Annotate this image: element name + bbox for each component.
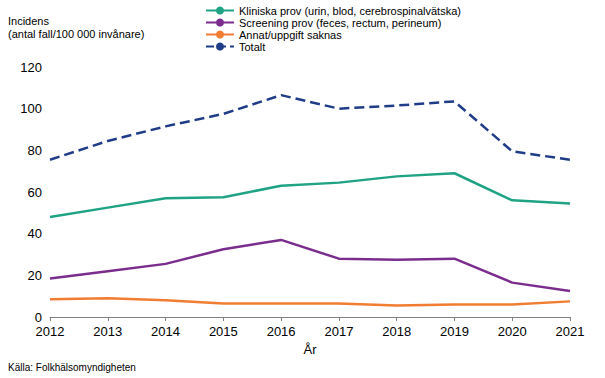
svg-text:År: År <box>304 342 318 357</box>
svg-text:120: 120 <box>20 60 42 75</box>
svg-text:40: 40 <box>28 226 42 241</box>
svg-text:Screening prov (feces, rectum,: Screening prov (feces, rectum, perineum) <box>239 17 441 29</box>
svg-text:0: 0 <box>35 310 42 325</box>
svg-text:20: 20 <box>28 268 42 283</box>
svg-text:2016: 2016 <box>267 324 296 339</box>
svg-text:2015: 2015 <box>209 324 238 339</box>
svg-text:2019: 2019 <box>440 324 469 339</box>
svg-text:Totalt: Totalt <box>239 41 265 53</box>
svg-text:Incidens: Incidens <box>8 15 49 27</box>
svg-text:60: 60 <box>28 185 42 200</box>
svg-text:2021: 2021 <box>556 324 585 339</box>
svg-text:Kliniska prov (urin, blod, cer: Kliniska prov (urin, blod, cerebrospinal… <box>239 5 461 17</box>
svg-text:80: 80 <box>28 143 42 158</box>
svg-text:Annat/uppgift saknas: Annat/uppgift saknas <box>239 29 342 41</box>
svg-text:2013: 2013 <box>93 324 122 339</box>
svg-text:100: 100 <box>20 101 42 116</box>
svg-text:2014: 2014 <box>151 324 180 339</box>
svg-text:(antal fall/100 000 invånare): (antal fall/100 000 invånare) <box>8 28 144 40</box>
svg-text:2018: 2018 <box>382 324 411 339</box>
svg-text:Källa: Folkhälsomyndigheten: Källa: Folkhälsomyndigheten <box>8 362 136 373</box>
svg-text:2017: 2017 <box>324 324 353 339</box>
svg-text:2012: 2012 <box>36 324 65 339</box>
svg-text:2020: 2020 <box>498 324 527 339</box>
